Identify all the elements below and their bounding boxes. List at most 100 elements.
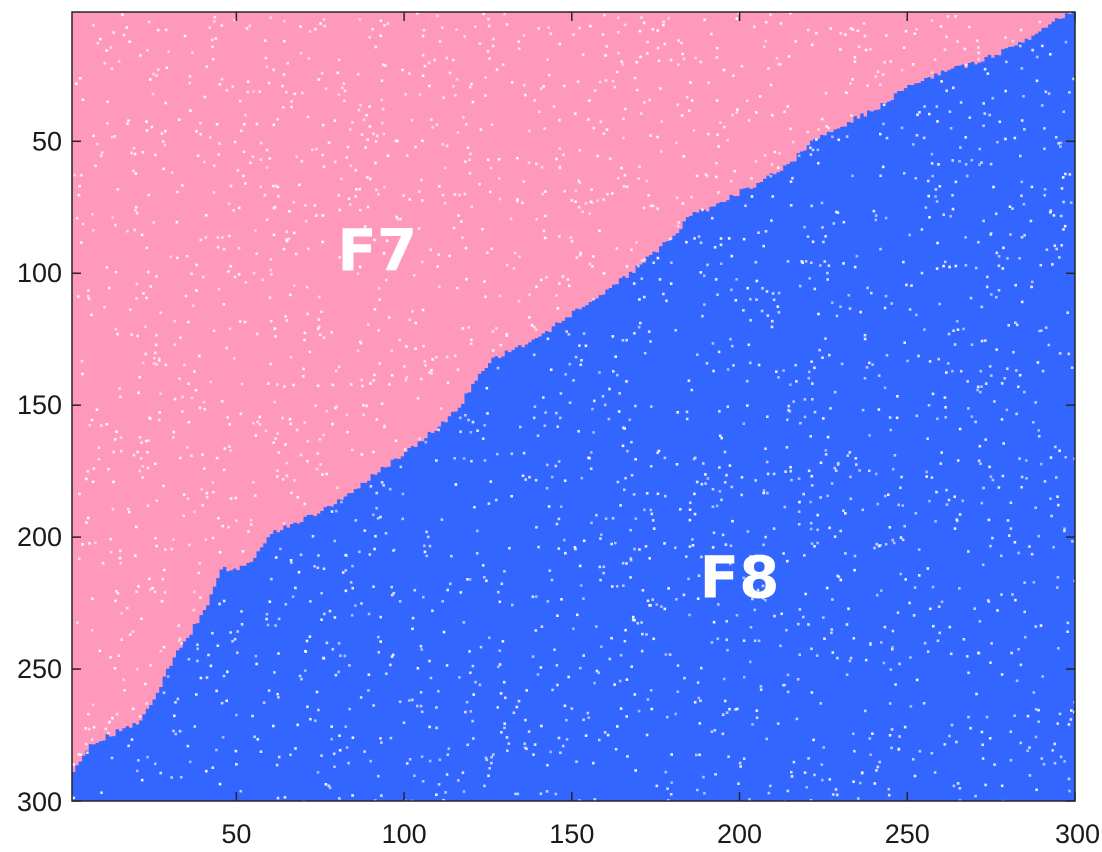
speckle-cell [118,387,121,390]
speckle-cell [1058,712,1062,716]
speckle-cell [446,588,449,592]
speckle-cell [95,408,99,411]
speckle-cell [222,674,226,678]
speckle-cell [140,441,143,444]
speckle-cell [302,367,305,371]
speckle-cell [556,307,560,310]
speckle-cell [976,388,979,392]
speckle-cell [243,320,247,324]
speckle-cell [267,81,271,85]
speckle-cell [134,554,137,557]
speckle-cell [408,699,411,702]
speckle-cell [929,607,932,611]
speckle-cell [218,83,222,86]
speckle-cell [634,458,637,461]
speckle-cell [1023,128,1026,131]
speckle-cell [1064,40,1068,44]
speckle-cell [999,554,1003,558]
speckle-cell [693,237,696,240]
speckle-cell [108,720,111,724]
speckle-cell [209,664,213,668]
speckle-cell [658,278,662,281]
speckle-cell [76,621,79,624]
speckle-cell [531,595,535,599]
speckle-cell [861,508,865,512]
speckle-cell [528,293,531,296]
speckle-cell [710,641,714,644]
speckle-cell [828,778,832,781]
speckle-cell [881,73,885,76]
speckle-cell [557,517,561,521]
speckle-cell [243,123,246,126]
speckle-cell [1035,55,1039,59]
speckle-cell [315,690,319,694]
speckle-cell [549,32,553,35]
speckle-cell [565,738,569,741]
speckle-cell [235,519,238,522]
speckle-cell [693,492,696,496]
speckle-cell [193,725,197,728]
speckle-cell [419,704,423,708]
speckle-cell [562,84,566,88]
speckle-cell [358,550,361,554]
speckle-cell [444,791,447,794]
speckle-cell [360,453,364,456]
speckle-cell [871,363,874,366]
speckle-cell [716,293,719,296]
speckle-cell [558,282,561,285]
speckle-cell [149,588,152,591]
speckle-cell [704,482,707,485]
speckle-cell [700,555,703,559]
speckle-cell [821,778,824,782]
speckle-cell [254,229,257,232]
speckle-cell [265,148,269,152]
speckle-cell [956,782,960,785]
speckle-cell [490,123,494,126]
speckle-cell [982,219,985,223]
speckle-cell [747,343,751,347]
speckle-cell [1005,60,1008,64]
speckle-cell [325,409,329,413]
speckle-cell [442,799,445,801]
speckle-cell [1023,635,1027,639]
x-tick-label: 100 [382,819,427,849]
speckle-cell [304,669,307,672]
speckle-cell [842,220,846,224]
speckle-cell [435,793,438,796]
speckle-cell [129,308,132,311]
speckle-cell [132,453,136,457]
speckle-cell [822,746,825,749]
speckle-cell [578,26,581,30]
speckle-cell [501,640,505,643]
speckle-cell [481,564,485,567]
speckle-cell [380,79,384,82]
speckle-cell [408,318,411,321]
speckle-cell [740,476,744,479]
speckle-cell [411,616,415,620]
speckle-cell [119,395,122,399]
speckle-cell [159,771,162,775]
speckle-cell [1058,256,1061,259]
speckle-cell [1052,545,1055,549]
speckle-cell [237,246,241,250]
speckle-cell [717,350,721,354]
speckle-cell [264,39,267,42]
speckle-cell [322,336,326,340]
speckle-cell [345,156,348,159]
speckle-cell [923,105,926,108]
speckle-cell [261,278,264,282]
speckle-cell [633,619,636,622]
speckle-cell [233,637,237,641]
speckle-cell [1006,257,1009,260]
speckle-cell [889,60,893,63]
speckle-cell [771,292,775,295]
speckle-cell [86,295,90,298]
speckle-cell [522,34,526,37]
speckle-cell [423,360,427,363]
speckle-cell [787,404,791,408]
speckle-cell [953,343,957,346]
speckle-cell [122,678,125,681]
x-tick-label: 250 [885,819,930,849]
speckle-cell [728,464,732,467]
speckle-cell [663,456,667,460]
